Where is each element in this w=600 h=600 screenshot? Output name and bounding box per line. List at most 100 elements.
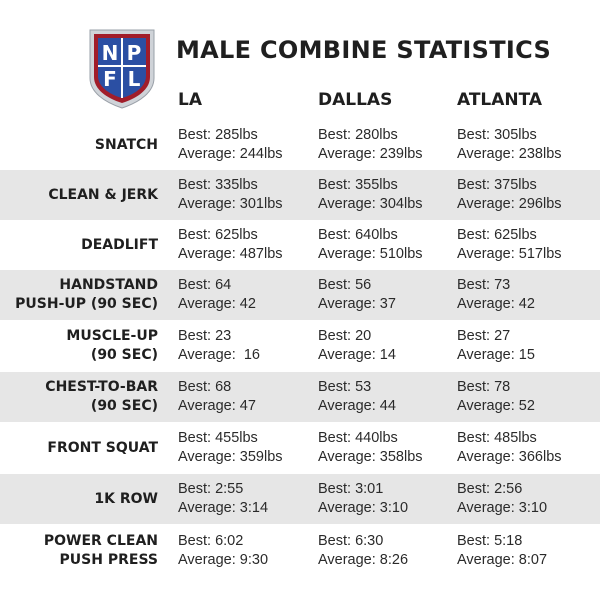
best-value: Best: 6:30: [318, 532, 384, 549]
cell-dallas: Best: 440lbs Average: 358lbs: [318, 423, 423, 473]
page-title: MALE COMBINE STATISTICS: [176, 36, 552, 64]
average-value: Average: 510lbs: [318, 246, 423, 262]
table-row-1k-row: 1K ROW Best: 2:55 Average: 3:14 Best: 3:01 A…: [0, 474, 600, 524]
row-label-line: FRONT SQUAT: [47, 439, 158, 456]
cell-la: Best: 64 Average: 42: [178, 270, 256, 320]
best-value: Best: 78: [457, 378, 511, 395]
logo-letter-p: P: [127, 41, 142, 65]
best-value: Best: 375lbs: [457, 176, 537, 193]
table-row-chest-to-bar: CHEST-TO-BAR (90 SEC) Best: 68 Average: 47 B…: [0, 372, 600, 422]
column-header-dallas: DALLAS: [318, 90, 393, 110]
table-row-muscle-up: MUSCLE-UP (90 SEC) Best: 23 Average: 16 Best…: [0, 321, 600, 371]
cell-dallas: Best: 56 Average: 37: [318, 270, 396, 320]
average-value: Average: 42: [178, 296, 256, 312]
column-header-atlanta: ATLANTA: [457, 90, 543, 110]
row-label: 1K ROW: [94, 474, 158, 524]
best-value: Best: 455lbs: [178, 429, 258, 446]
row-label-line: (90 SEC): [90, 347, 158, 363]
cell-la: Best: 335lbs Average: 301lbs: [178, 170, 283, 220]
average-value: Average: 15: [457, 347, 535, 363]
best-value: Best: 2:55: [178, 480, 244, 497]
cell-dallas: Best: 355lbs Average: 304lbs: [318, 170, 423, 220]
best-value: Best: 64: [178, 276, 232, 293]
average-value: Average: 9:30: [178, 552, 269, 568]
cell-la: Best: 2:55 Average: 3:14: [178, 474, 268, 524]
cell-dallas: Best: 280lbs Average: 239lbs: [318, 121, 423, 169]
cell-atlanta: Best: 485lbs Average: 366lbs: [457, 423, 562, 473]
best-value: Best: 73: [457, 276, 511, 293]
best-value: Best: 53: [318, 378, 372, 395]
cell-atlanta: Best: 5:18 Average: 8:07: [457, 525, 547, 577]
row-label-line: POWER CLEAN: [43, 533, 158, 549]
average-value: Average: 517lbs: [457, 246, 562, 262]
best-value: Best: 23: [178, 327, 232, 344]
cell-atlanta: Best: 78 Average: 52: [457, 372, 535, 422]
average-value: Average: 487lbs: [178, 246, 283, 262]
row-label-line: CHEST-TO-BAR: [45, 379, 158, 395]
logo-letter-l: L: [128, 67, 141, 91]
best-value: Best: 305lbs: [457, 126, 537, 143]
row-label-line: MUSCLE-UP: [66, 328, 158, 344]
cell-dallas: Best: 3:01 Average: 3:10: [318, 474, 408, 524]
cell-atlanta: Best: 305lbs Average: 238lbs: [457, 121, 562, 169]
average-value: Average: 366lbs: [457, 449, 562, 465]
best-value: Best: 335lbs: [178, 176, 258, 193]
best-value: Best: 625lbs: [457, 226, 537, 243]
average-value: Average: 47: [178, 398, 256, 414]
table-row-clean-and-jerk: CLEAN & JERK Best: 335lbs Average: 301lbs B…: [0, 170, 600, 220]
npfl-logo-icon: N P F L: [89, 29, 155, 109]
average-value: Average: 359lbs: [178, 449, 283, 465]
average-value: Average: 37: [318, 296, 396, 312]
average-value: Average: 244lbs: [178, 146, 283, 162]
logo-letter-n: N: [102, 41, 119, 65]
best-value: Best: 3:01: [318, 480, 384, 497]
average-value: Average: 8:26: [318, 552, 409, 568]
cell-atlanta: Best: 73 Average: 42: [457, 270, 535, 320]
column-header-la: LA: [178, 90, 202, 110]
best-value: Best: 285lbs: [178, 126, 258, 143]
cell-la: Best: 68 Average: 47: [178, 372, 256, 422]
row-label: SNATCH: [95, 121, 158, 169]
cell-la: Best: 455lbs Average: 359lbs: [178, 423, 283, 473]
average-value: Average: 8:07: [457, 552, 548, 568]
average-value: Average: 3:10: [318, 500, 409, 516]
row-label: FRONT SQUAT: [47, 423, 158, 473]
row-label: MUSCLE-UP (90 SEC): [66, 321, 158, 371]
average-value: Average: 301lbs: [178, 196, 283, 212]
cell-dallas: Best: 20 Average: 14: [318, 321, 396, 371]
best-value: Best: 355lbs: [318, 176, 398, 193]
cell-dallas: Best: 53 Average: 44: [318, 372, 396, 422]
row-label: CHEST-TO-BAR (90 SEC): [45, 372, 158, 422]
average-value: Average: 42: [457, 296, 535, 312]
cell-dallas: Best: 6:30 Average: 8:26: [318, 525, 408, 577]
table-row-front-squat: FRONT SQUAT Best: 455lbs Average: 359lbs Be…: [0, 423, 600, 473]
best-value: Best: 625lbs: [178, 226, 258, 243]
average-value: Average: 3:10: [457, 500, 548, 516]
row-label: POWER CLEAN PUSH PRESS: [44, 525, 158, 577]
average-value: Average: 16: [178, 347, 260, 363]
best-value: Best: 56: [318, 276, 372, 293]
best-value: Best: 68: [178, 378, 232, 395]
table-row-deadlift: DEADLIFT Best: 625lbs Average: 487lbs Best:…: [0, 221, 600, 269]
cell-la: Best: 625lbs Average: 487lbs: [178, 221, 283, 269]
average-value: Average: 358lbs: [318, 449, 423, 465]
row-label: DEADLIFT: [81, 221, 158, 269]
best-value: Best: 640lbs: [318, 226, 398, 243]
average-value: Average: 239lbs: [318, 146, 423, 162]
best-value: Best: 20: [318, 327, 372, 344]
best-value: Best: 5:18: [457, 532, 523, 549]
best-value: Best: 27: [457, 327, 511, 344]
row-label: CLEAN & JERK: [48, 170, 158, 220]
average-value: Average: 3:14: [178, 500, 269, 516]
row-label-line: PUSH-UP (90 SEC): [15, 296, 158, 312]
average-value: Average: 304lbs: [318, 196, 423, 212]
row-label-line: HANDSTAND: [59, 277, 158, 293]
average-value: Average: 14: [318, 347, 396, 363]
row-label-line: SNATCH: [94, 136, 158, 153]
best-value: Best: 6:02: [178, 532, 244, 549]
cell-la: Best: 285lbs Average: 244lbs: [178, 121, 283, 169]
average-value: Average: 44: [318, 398, 396, 414]
row-label: HANDSTAND PUSH-UP (90 SEC): [15, 270, 158, 320]
table-row-snatch: SNATCH Best: 285lbs Average: 244lbs Best: 2…: [0, 121, 600, 169]
row-label-line: PUSH PRESS: [59, 552, 158, 568]
